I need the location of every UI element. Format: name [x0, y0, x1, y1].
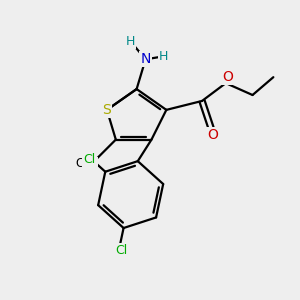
Text: S: S — [103, 103, 111, 117]
Text: N: N — [140, 52, 151, 66]
Text: H: H — [159, 50, 168, 63]
Text: H: H — [126, 35, 135, 48]
Text: O: O — [222, 70, 233, 84]
Text: O: O — [207, 128, 218, 142]
Text: CH₃: CH₃ — [75, 158, 97, 170]
Text: Cl: Cl — [116, 244, 128, 257]
Text: Cl: Cl — [83, 153, 96, 166]
